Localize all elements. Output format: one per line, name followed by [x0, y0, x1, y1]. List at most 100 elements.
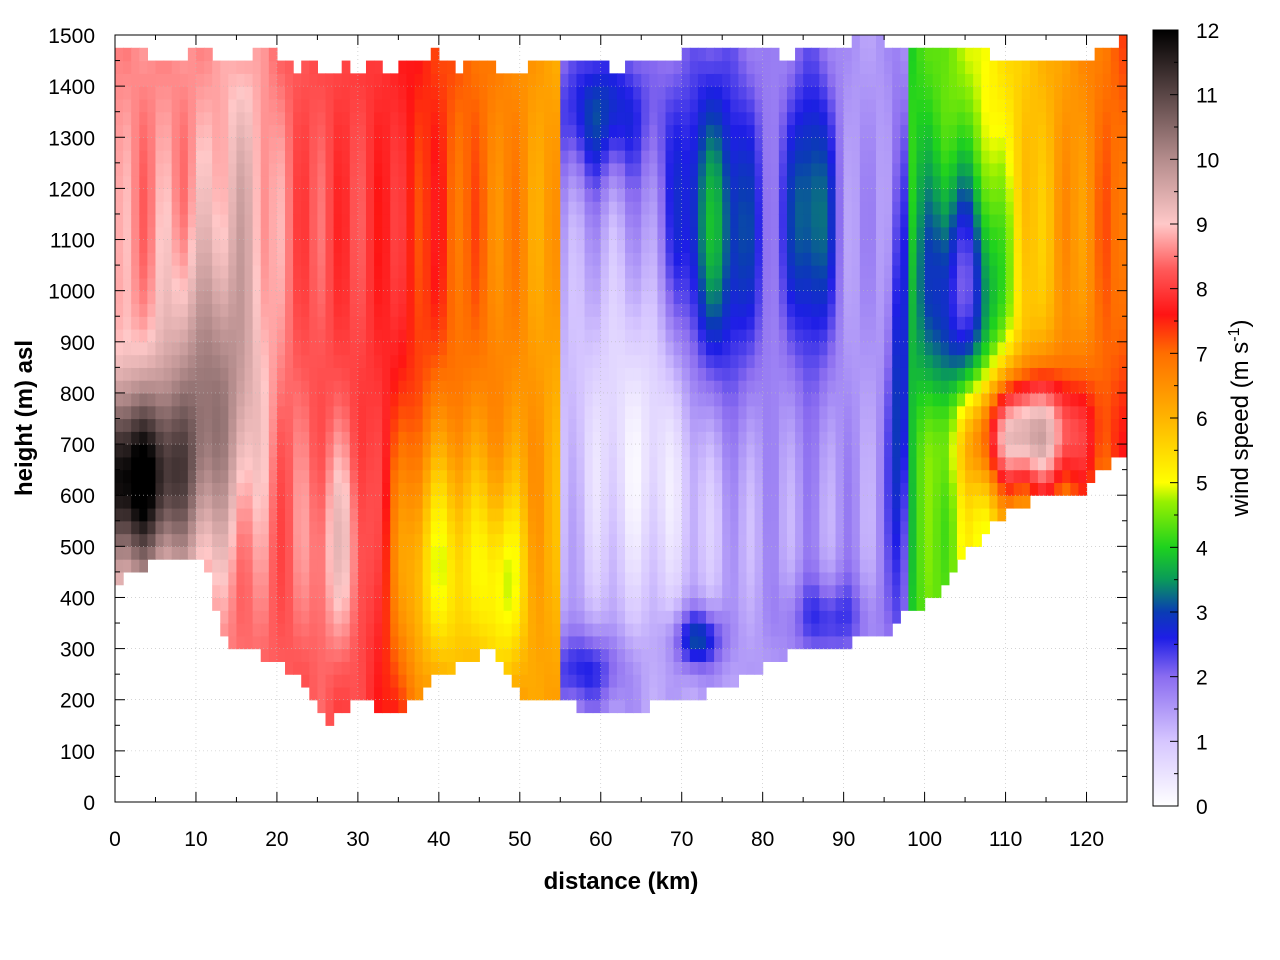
- heatmap-cell: [770, 265, 780, 279]
- heatmap-cell: [349, 546, 359, 560]
- heatmap-cell: [730, 252, 739, 266]
- heatmap-cell: [398, 201, 408, 215]
- heatmap-cell: [811, 469, 820, 484]
- heatmap-cell: [163, 226, 173, 241]
- heatmap-cell: [527, 124, 537, 138]
- heatmap-cell: [616, 277, 626, 292]
- heatmap-cell: [463, 405, 472, 420]
- heatmap-cell: [187, 367, 197, 381]
- heatmap-cell: [592, 303, 602, 317]
- heatmap-cell: [212, 329, 221, 343]
- heatmap-cell: [398, 316, 408, 330]
- heatmap-cell: [843, 495, 853, 509]
- heatmap-cell: [487, 597, 497, 611]
- heatmap-cell: [600, 303, 610, 317]
- heatmap-cell: [357, 469, 367, 484]
- heatmap-cell: [851, 213, 861, 228]
- heatmap-cell: [455, 635, 464, 650]
- heatmap-cell: [568, 73, 578, 87]
- heatmap-cell: [608, 265, 618, 279]
- heatmap-cell: [406, 226, 416, 241]
- heatmap-cell: [867, 175, 877, 189]
- heatmap-cell: [778, 239, 788, 253]
- heatmap-cell: [479, 188, 489, 202]
- heatmap-cell: [665, 265, 675, 279]
- heatmap-cell: [511, 98, 521, 113]
- heatmap-cell: [268, 98, 278, 113]
- heatmap-cell: [835, 597, 845, 611]
- heatmap-cell: [382, 431, 391, 445]
- heatmap-cell: [552, 111, 561, 126]
- heatmap-cell: [973, 495, 982, 509]
- heatmap-cell: [754, 661, 764, 675]
- heatmap-cell: [406, 341, 416, 356]
- heatmap-cell: [430, 648, 440, 662]
- heatmap-cell: [187, 418, 197, 432]
- heatmap-cell: [770, 162, 780, 177]
- heatmap-cell: [592, 559, 602, 573]
- heatmap-cell: [641, 367, 650, 381]
- heatmap-cell: [155, 482, 165, 496]
- heatmap-cell: [479, 584, 489, 599]
- heatmap-cell: [714, 252, 723, 266]
- heatmap-cell: [811, 86, 820, 100]
- heatmap-cell: [455, 571, 464, 586]
- heatmap-cell: [463, 188, 472, 202]
- heatmap-cell: [147, 392, 157, 407]
- heatmap-cell: [608, 469, 618, 484]
- heatmap-cell: [333, 431, 343, 445]
- heatmap-cell: [819, 162, 829, 177]
- heatmap-cell: [535, 559, 545, 573]
- heatmap-cell: [681, 277, 691, 292]
- heatmap-cell: [438, 175, 448, 189]
- heatmap-cell: [722, 252, 731, 266]
- heatmap-cell: [932, 213, 942, 228]
- heatmap-cell: [843, 175, 853, 189]
- heatmap-cell: [592, 674, 602, 688]
- heatmap-cell: [438, 290, 448, 305]
- heatmap-cell: [665, 405, 675, 420]
- heatmap-cell: [908, 277, 918, 292]
- heatmap-cell: [900, 520, 910, 535]
- heatmap-cell: [390, 469, 399, 484]
- heatmap-cell: [616, 290, 626, 305]
- heatmap-cell: [819, 175, 829, 189]
- heatmap-cell: [163, 392, 173, 407]
- heatmap-cell: [867, 571, 877, 586]
- heatmap-cell: [948, 60, 958, 74]
- heatmap-cell: [584, 213, 594, 228]
- heatmap-cell: [657, 469, 667, 484]
- heatmap-cell: [843, 290, 853, 305]
- heatmap-cell: [131, 316, 140, 330]
- heatmap-cell: [260, 392, 270, 407]
- heatmap-cell: [851, 265, 861, 279]
- heatmap-cell: [633, 341, 642, 356]
- heatmap-cell: [876, 137, 885, 151]
- heatmap-cell: [446, 648, 456, 662]
- heatmap-cell: [584, 73, 594, 87]
- heatmap-cell: [722, 418, 731, 432]
- heatmap-cell: [276, 482, 286, 496]
- heatmap-cell: [139, 47, 148, 62]
- heatmap-cell: [956, 265, 966, 279]
- heatmap-cell: [495, 584, 505, 599]
- heatmap-cell: [706, 316, 715, 330]
- heatmap-cell: [851, 610, 861, 624]
- heatmap-cell: [706, 623, 715, 637]
- heatmap-cell: [382, 316, 391, 330]
- heatmap-cell: [471, 648, 480, 662]
- heatmap-cell: [714, 98, 723, 113]
- heatmap-cell: [746, 47, 756, 62]
- heatmap-cell: [665, 239, 675, 253]
- heatmap-cell: [471, 150, 480, 164]
- heatmap-cell: [884, 98, 893, 113]
- heatmap-cell: [236, 226, 246, 241]
- heatmap-cell: [714, 86, 723, 100]
- heatmap-cell: [714, 47, 723, 62]
- heatmap-cell: [527, 316, 537, 330]
- heatmap-cell: [625, 290, 634, 305]
- heatmap-cell: [786, 213, 796, 228]
- heatmap-cell: [147, 520, 157, 535]
- heatmap-cell: [673, 303, 683, 317]
- heatmap-cell: [325, 623, 335, 637]
